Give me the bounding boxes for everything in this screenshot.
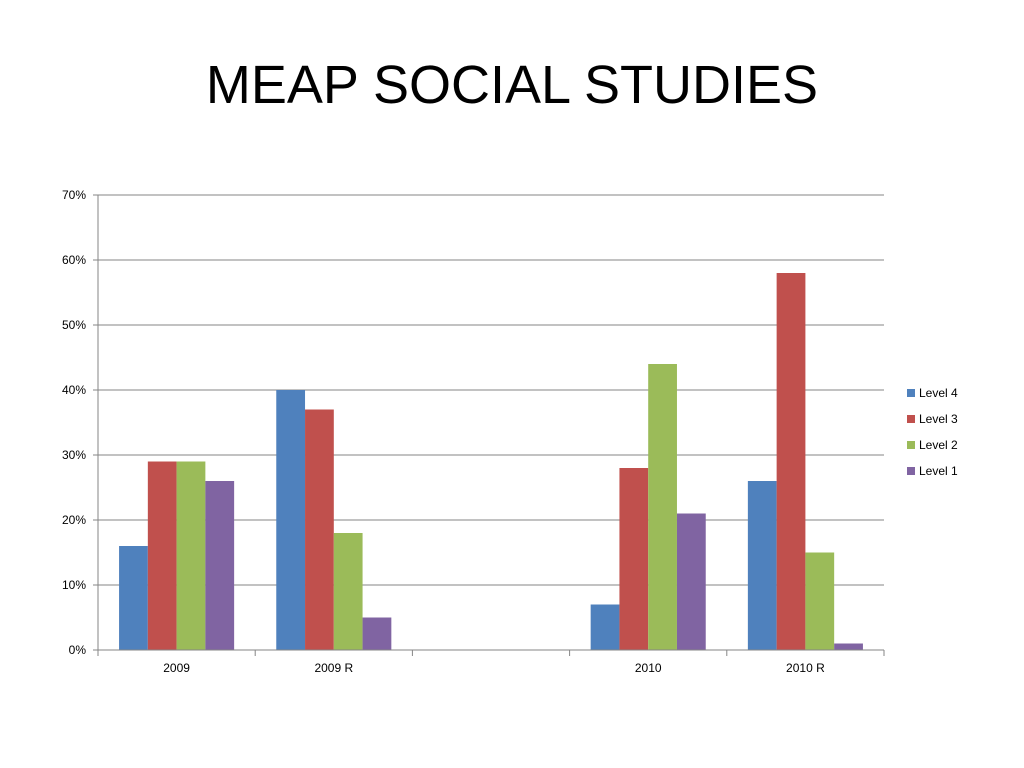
bar-level-1 [205, 481, 235, 650]
bar-level-2 [648, 364, 677, 650]
x-axis-tick-labels: 2009 2009 R 2010 2010 R [163, 661, 825, 675]
bar-level-1 [676, 513, 706, 650]
legend-label: Level 2 [919, 438, 958, 452]
y-tick-label: 60% [62, 253, 86, 267]
legend-swatch [907, 441, 915, 449]
bar-level-2 [805, 552, 835, 650]
legend-swatch [907, 389, 915, 397]
bar-level-1 [362, 617, 392, 650]
bar-level-3 [147, 461, 177, 650]
bar-level-2 [333, 533, 363, 650]
legend: Level 4 Level 3 Level 2 Level 1 [907, 386, 958, 478]
x-tick-label: 2009 R [314, 661, 353, 675]
bar-level-4 [276, 390, 306, 650]
bar-level-3 [305, 409, 334, 650]
x-tick-label: 2009 [163, 661, 190, 675]
legend-swatch [907, 467, 915, 475]
chart-title: MEAP SOCIAL STUDIES [205, 55, 819, 115]
bars [119, 273, 863, 650]
bar-level-4 [590, 604, 620, 650]
legend-label: Level 4 [919, 386, 958, 400]
y-tick-label: 40% [62, 383, 86, 397]
y-tick-label: 10% [62, 578, 86, 592]
y-axis-tick-labels: 0% 10% 20% 30% 40% 50% 60% 70% [62, 188, 86, 657]
bar-level-3 [776, 273, 806, 650]
bar-level-4 [119, 546, 148, 650]
axes [97, 195, 885, 656]
y-tick-label: 50% [62, 318, 86, 332]
legend-swatch [907, 415, 915, 423]
y-tick-label: 20% [62, 513, 86, 527]
x-tick-label: 2010 R [786, 661, 825, 675]
x-tick-label: 2010 [635, 661, 662, 675]
y-tick-label: 70% [62, 188, 86, 202]
bar-level-3 [619, 468, 649, 650]
y-tick-label: 30% [62, 448, 86, 462]
bar-level-4 [747, 481, 777, 650]
bar-level-1 [834, 643, 863, 650]
bar-level-2 [176, 461, 206, 650]
legend-label: Level 1 [919, 464, 958, 478]
legend-label: Level 3 [919, 412, 958, 426]
y-tick-label: 0% [69, 643, 87, 657]
